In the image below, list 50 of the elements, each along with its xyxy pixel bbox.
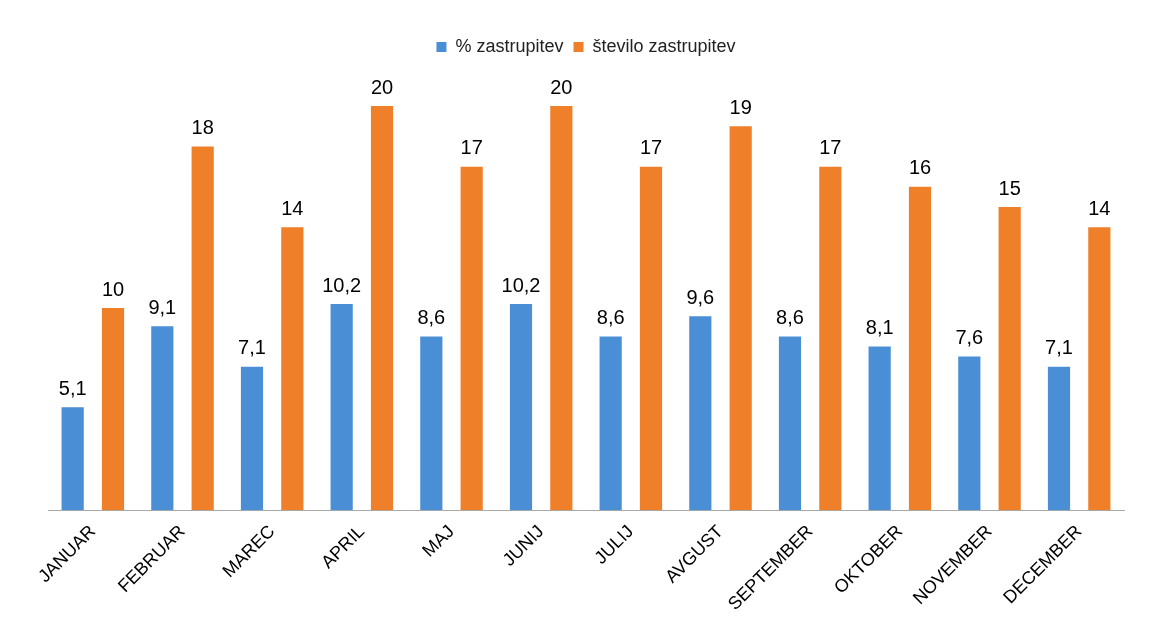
data-label: 18 bbox=[191, 115, 214, 138]
data-label: 8,6 bbox=[776, 305, 804, 328]
bar bbox=[330, 304, 353, 511]
bar bbox=[370, 106, 394, 511]
bar bbox=[101, 308, 125, 511]
bar bbox=[550, 106, 573, 511]
data-label: 9,1 bbox=[148, 295, 177, 318]
bar bbox=[509, 304, 533, 511]
data-label: 8,1 bbox=[865, 316, 894, 339]
data-label: 20 bbox=[370, 75, 394, 98]
data-label: 10,2 bbox=[501, 273, 541, 296]
bar bbox=[281, 227, 304, 511]
data-label: 17 bbox=[639, 136, 663, 159]
data-label: 14 bbox=[281, 196, 304, 219]
bar bbox=[639, 166, 663, 511]
bar bbox=[778, 336, 802, 511]
data-label: 14 bbox=[1088, 196, 1111, 219]
bar bbox=[819, 166, 842, 511]
bar bbox=[151, 326, 174, 511]
bar bbox=[998, 207, 1021, 511]
data-label: 9,6 bbox=[686, 285, 715, 308]
data-label: 8,6 bbox=[596, 305, 625, 328]
data-label: 15 bbox=[998, 176, 1021, 199]
bar bbox=[689, 316, 712, 511]
data-label: 7,1 bbox=[238, 336, 266, 359]
data-label: 10 bbox=[101, 277, 125, 300]
data-label: 8,6 bbox=[417, 305, 446, 328]
data-label: 10,2 bbox=[322, 273, 362, 296]
bar bbox=[191, 146, 214, 511]
legend-label: % zastrupitev bbox=[455, 35, 564, 56]
data-label: 17 bbox=[819, 136, 842, 159]
bar bbox=[908, 186, 932, 511]
bar bbox=[958, 356, 981, 511]
bar bbox=[240, 366, 264, 511]
data-label: 7,6 bbox=[955, 326, 984, 349]
bar bbox=[420, 336, 443, 511]
data-label: 7,1 bbox=[1045, 336, 1073, 359]
data-label: 19 bbox=[729, 95, 752, 118]
bar bbox=[599, 336, 622, 511]
data-label: 16 bbox=[908, 156, 932, 179]
bar bbox=[1047, 366, 1071, 511]
bar bbox=[460, 166, 483, 511]
bar bbox=[729, 126, 752, 511]
legend-label: število zastrupitev bbox=[592, 35, 736, 56]
bar bbox=[61, 407, 84, 511]
bar bbox=[868, 346, 891, 511]
data-label: 20 bbox=[550, 75, 573, 98]
bar bbox=[1088, 227, 1111, 511]
data-label: 17 bbox=[460, 136, 483, 159]
data-label: 5,1 bbox=[58, 376, 87, 399]
